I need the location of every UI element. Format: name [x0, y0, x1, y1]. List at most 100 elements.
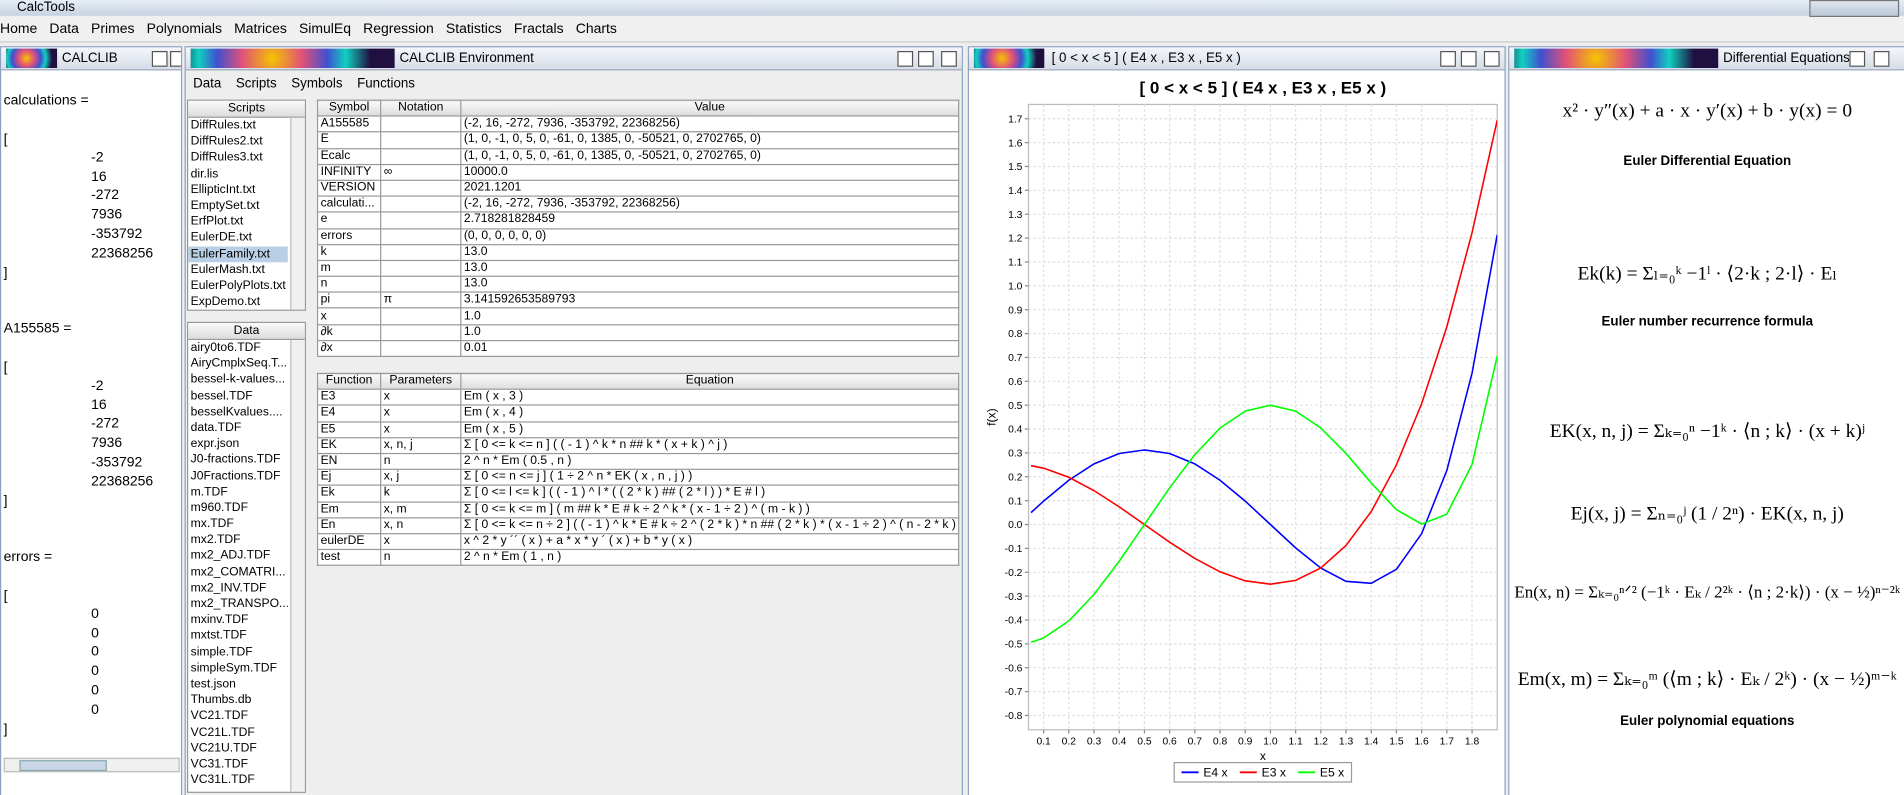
- menu-item[interactable]: Scripts: [235, 76, 277, 92]
- list-item[interactable]: EmptySet.txt: [190, 199, 260, 213]
- table-row[interactable]: k 13.0: [316, 243, 960, 261]
- close-button[interactable]: [941, 51, 957, 67]
- menu-item[interactable]: Symbols: [291, 76, 343, 92]
- table-row[interactable]: VERSION 2021.1201: [316, 179, 960, 197]
- menu-item[interactable]: Statistics: [445, 21, 502, 37]
- list-item[interactable]: mx2.TDF: [190, 533, 241, 547]
- table-row[interactable]: ∂k 1.0: [316, 323, 960, 341]
- list-item[interactable]: J0Fractions.TDF: [190, 469, 281, 483]
- restore-button[interactable]: [151, 51, 168, 67]
- list-item[interactable]: airy0to6.TDF: [190, 341, 261, 355]
- table-row[interactable]: E4 x Em ( x , 4 ): [316, 404, 960, 423]
- formula-caption: Euler polynomial equations: [1620, 714, 1795, 729]
- maximize-button[interactable]: [918, 51, 934, 67]
- table-cell: 1.0: [460, 307, 960, 325]
- table-row[interactable]: errors (0, 0, 0, 0, 0, 0): [316, 227, 960, 245]
- window-controls[interactable]: [1809, 0, 1900, 18]
- list-item[interactable]: mx.TDF: [190, 517, 234, 531]
- maximize-button[interactable]: [1460, 51, 1477, 67]
- list-item[interactable]: J0-fractions.TDF: [190, 453, 281, 467]
- list-item[interactable]: VC21.TDF: [190, 709, 248, 723]
- menu-item[interactable]: Data: [49, 21, 79, 37]
- table-row[interactable]: e 2.718281828459: [316, 211, 960, 229]
- list-item[interactable]: m960.TDF: [190, 501, 248, 515]
- table-row[interactable]: n 13.0: [316, 275, 960, 293]
- list-item[interactable]: EulerDE.txt: [190, 231, 253, 245]
- list-item[interactable]: AiryCmplxSeq.T...: [190, 357, 288, 371]
- menu-item[interactable]: Polynomials: [146, 21, 222, 37]
- close-button[interactable]: [170, 51, 181, 67]
- list-item[interactable]: test.json: [190, 677, 236, 691]
- list-item[interactable]: DiffRules2.txt: [190, 135, 263, 149]
- table-row[interactable]: A155585 (-2, 16, -272, 7936, -353792, 223…: [316, 115, 960, 133]
- list-item[interactable]: VC21L.TDF: [190, 725, 255, 739]
- table-row[interactable]: ∂x 0.01: [316, 339, 960, 358]
- close-button[interactable]: [1483, 51, 1500, 67]
- maximize-button[interactable]: [1873, 51, 1890, 67]
- vertical-scrollbar[interactable]: [290, 117, 305, 310]
- list-item[interactable]: data.TDF: [190, 421, 242, 435]
- table-row[interactable]: E3 x Em ( x , 3 ): [316, 388, 960, 407]
- menu-item[interactable]: Regression: [363, 21, 434, 37]
- list-item[interactable]: EulerPolyPlots.txt: [190, 279, 286, 293]
- list-item[interactable]: expr.json: [190, 437, 240, 451]
- table-row[interactable]: E (1, 0, -1, 0, 5, 0, -61, 0, 1385, 0, -5…: [316, 131, 960, 149]
- list-item[interactable]: DiffRules3.txt: [190, 151, 263, 165]
- table-row[interactable]: x 1.0: [316, 307, 960, 325]
- minimize-button[interactable]: [1440, 51, 1456, 67]
- list-item[interactable]: simple.TDF: [190, 645, 253, 659]
- list-item[interactable]: EllipticInt.txt: [190, 183, 256, 197]
- table-row[interactable]: pi π 3.141592653589793: [316, 291, 960, 309]
- minimize-button[interactable]: [897, 51, 914, 67]
- list-item[interactable]: DiffRules.txt: [190, 119, 256, 133]
- menu-item[interactable]: Primes: [91, 21, 135, 37]
- table-row[interactable]: eulerDE x x ^ 2 * y ´´ ( x ) + a * x * y ´…: [316, 532, 960, 551]
- table-row[interactable]: Ek k Σ [ 0 <= l <= k ] ( ( - 1 ) ^ l * ( (…: [316, 484, 960, 503]
- menu-item[interactable]: Fractals: [513, 21, 564, 37]
- list-item[interactable]: m.TDF: [190, 485, 228, 499]
- table-row[interactable]: INFINITY ∞ 10000.0: [316, 163, 960, 181]
- list-item[interactable]: EulerFamily.txt: [188, 245, 288, 262]
- table-cell: (1, 0, -1, 0, 5, 0, -61, 0, 1385, 0, -50…: [460, 147, 960, 165]
- list-item[interactable]: mx2_ADJ.TDF: [190, 549, 271, 563]
- list-item[interactable]: mx2_TRANSPO...: [190, 597, 288, 611]
- list-item[interactable]: VC21U.TDF: [190, 741, 257, 755]
- list-item[interactable]: VC31.TDF: [190, 757, 248, 771]
- list-item[interactable]: simpleSym.TDF: [190, 661, 278, 675]
- scroll-thumb[interactable]: [19, 760, 107, 772]
- menu-item[interactable]: Data: [193, 76, 222, 92]
- list-item[interactable]: ErfPlot.txt: [190, 215, 244, 229]
- table-row[interactable]: m 13.0: [316, 259, 960, 277]
- table-cell: 2 ^ n * Em ( 1 , n ): [460, 548, 960, 567]
- horizontal-scrollbar[interactable]: [3, 757, 180, 773]
- list-item[interactable]: VC31L.TDF: [190, 773, 255, 787]
- list-item[interactable]: mx2_COMATRI...: [190, 565, 286, 579]
- list-item[interactable]: dir.lis: [190, 167, 219, 181]
- vertical-scrollbar[interactable]: [290, 340, 305, 792]
- table-row[interactable]: E5 x Em ( x , 5 ): [316, 420, 960, 439]
- list-item[interactable]: mxinv.TDF: [190, 613, 249, 627]
- list-item[interactable]: besselKvalues....: [190, 405, 283, 419]
- list-item[interactable]: mx2_INV.TDF: [190, 581, 267, 595]
- menu-item[interactable]: SimulEq: [298, 21, 351, 37]
- table-row[interactable]: EN n 2 ^ n * Em ( 0.5 , n ): [316, 452, 960, 471]
- list-item[interactable]: bessel.TDF: [190, 389, 253, 403]
- minimize-button[interactable]: [1849, 51, 1866, 67]
- table-row[interactable]: test n 2 ^ n * Em ( 1 , n ): [316, 548, 960, 567]
- table-row[interactable]: Ecalc (1, 0, -1, 0, 5, 0, -61, 0, 1385, 0…: [316, 147, 960, 165]
- list-item[interactable]: ExpDemo.txt: [190, 295, 261, 309]
- list-item[interactable]: bessel-k-values...: [190, 373, 286, 387]
- list-item[interactable]: Thumbs.db: [190, 693, 252, 707]
- list-item[interactable]: mxtst.TDF: [190, 629, 247, 643]
- menu-item[interactable]: Functions: [357, 76, 416, 92]
- menu-item[interactable]: Charts: [575, 21, 617, 37]
- column-header: Parameters: [380, 372, 462, 391]
- menu-item[interactable]: Home: [0, 21, 38, 37]
- table-row[interactable]: calculati... (-2, 16, -272, 7936, -353792…: [316, 195, 960, 213]
- list-item[interactable]: EulerMash.txt: [190, 263, 265, 277]
- menu-item[interactable]: Matrices: [234, 21, 287, 37]
